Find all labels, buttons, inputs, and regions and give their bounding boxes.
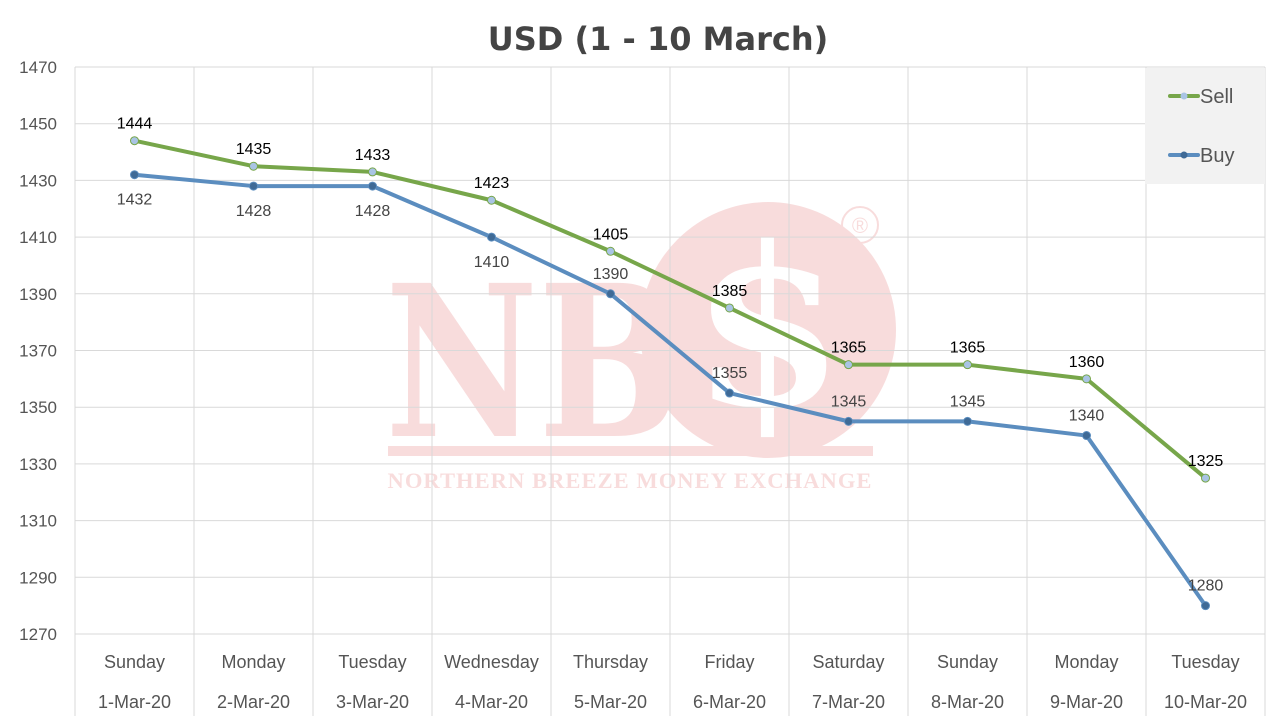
buy-data-label: 1428: [355, 203, 391, 220]
x-tick-day-label: Wednesday: [444, 652, 539, 672]
x-tick-date-label: 3-Mar-20: [336, 692, 409, 712]
sell-point: [1201, 473, 1210, 483]
buy-point: [1082, 431, 1091, 441]
y-tick-label: 1270: [19, 625, 57, 644]
sell-data-label: 1385: [712, 283, 748, 300]
series-lines: [130, 136, 1210, 611]
buy-data-label: 1345: [831, 393, 867, 410]
x-tick-day-label: Tuesday: [338, 652, 406, 672]
buy-data-label: 1340: [1069, 408, 1105, 425]
y-tick-label: 1310: [19, 512, 57, 531]
y-axis: 1270 1290 1310 1330 1350 1370 1390 1410 1430 1450…: [19, 58, 57, 644]
buy-data-label: 1355: [712, 365, 748, 382]
sell-data-label: 1360: [1069, 354, 1105, 371]
legend-box: [1145, 68, 1265, 184]
sell-data-label: 1405: [593, 226, 629, 243]
sell-point: [606, 246, 615, 256]
grid-lines: [74, 66, 1266, 716]
sell-point: [487, 195, 496, 205]
legend: Sell Buy: [1145, 68, 1265, 184]
sell-series-line: [132, 138, 1208, 481]
data-labels: 1444 1435 1433 1423 1405 1385 1365 1365 1360 1325…: [117, 116, 1224, 595]
y-tick-label: 1430: [19, 171, 57, 190]
sell-point: [963, 360, 972, 370]
watermark-circle: [640, 202, 896, 458]
buy-point: [1201, 601, 1210, 611]
buy-point: [249, 181, 258, 191]
sell-data-label: 1435: [236, 141, 272, 158]
x-tick-date-label: 10-Mar-20: [1164, 692, 1247, 712]
chart-title: USD (1 - 10 March): [488, 20, 828, 58]
sell-data-label: 1365: [950, 340, 986, 357]
sell-point: [1082, 374, 1091, 384]
x-tick-day-label: Tuesday: [1171, 652, 1239, 672]
watermark-registered-mark: ®: [852, 213, 868, 238]
x-tick-date-label: 4-Mar-20: [455, 692, 528, 712]
legend-sell-label: Sell: [1200, 86, 1233, 108]
y-tick-label: 1470: [19, 58, 57, 77]
x-tick-day-label: Monday: [1054, 652, 1118, 672]
sell-point: [725, 303, 734, 313]
sell-point: [249, 161, 258, 171]
watermark-registered-ring: [841, 206, 879, 244]
x-tick-date-label: 5-Mar-20: [574, 692, 647, 712]
x-tick-date-label: 1-Mar-20: [98, 692, 171, 712]
watermark-letters: NB: [385, 239, 680, 486]
legend-sell-marker: [1180, 92, 1188, 100]
buy-point: [963, 416, 972, 426]
buy-series-line: [132, 172, 1208, 608]
x-tick-date-label: 7-Mar-20: [812, 692, 885, 712]
x-axis: Sunday 1-Mar-20 Monday 2-Mar-20 Tuesday 3-Mar…: [98, 652, 1247, 712]
nbe-watermark-logo: $ NB NORTHERN BREEZE MONEY EXCHANGE ®: [385, 198, 896, 493]
buy-point: [368, 181, 377, 191]
buy-data-label: 1428: [236, 203, 272, 220]
legend-buy-label: Buy: [1200, 145, 1234, 167]
buy-data-label: 1410: [474, 254, 510, 271]
buy-point: [844, 416, 853, 426]
sell-point: [130, 136, 139, 146]
x-tick-day-label: Friday: [704, 652, 754, 672]
buy-data-label: 1345: [950, 393, 986, 410]
sell-point: [844, 360, 853, 370]
buy-point: [130, 170, 139, 180]
buy-point: [487, 232, 496, 242]
x-tick-date-label: 8-Mar-20: [931, 692, 1004, 712]
sell-data-label: 1365: [831, 340, 867, 357]
y-tick-label: 1370: [19, 342, 57, 361]
sell-data-label: 1423: [474, 175, 510, 192]
y-tick-label: 1450: [19, 115, 57, 134]
x-tick-day-label: Monday: [221, 652, 285, 672]
legend-buy-marker: [1180, 151, 1188, 159]
buy-point: [725, 388, 734, 398]
watermark-underline: [388, 446, 873, 456]
watermark-company-name: NORTHERN BREEZE MONEY EXCHANGE: [388, 468, 873, 493]
x-tick-day-label: Thursday: [573, 652, 648, 672]
x-tick-date-label: 9-Mar-20: [1050, 692, 1123, 712]
sell-point: [368, 167, 377, 177]
y-tick-label: 1350: [19, 398, 57, 417]
sell-data-label: 1433: [355, 147, 391, 164]
sell-data-label: 1325: [1188, 453, 1224, 470]
y-tick-label: 1390: [19, 285, 57, 304]
buy-data-label: 1280: [1188, 578, 1224, 595]
buy-point: [606, 289, 615, 299]
x-tick-day-label: Sunday: [937, 652, 998, 672]
buy-data-label: 1390: [593, 266, 629, 283]
y-tick-label: 1410: [19, 228, 57, 247]
y-tick-label: 1290: [19, 568, 57, 587]
x-tick-day-label: Saturday: [812, 652, 884, 672]
x-tick-day-label: Sunday: [104, 652, 165, 672]
x-tick-date-label: 2-Mar-20: [217, 692, 290, 712]
sell-data-label: 1444: [117, 116, 153, 133]
buy-data-label: 1432: [117, 192, 153, 209]
y-tick-label: 1330: [19, 455, 57, 474]
x-tick-date-label: 6-Mar-20: [693, 692, 766, 712]
